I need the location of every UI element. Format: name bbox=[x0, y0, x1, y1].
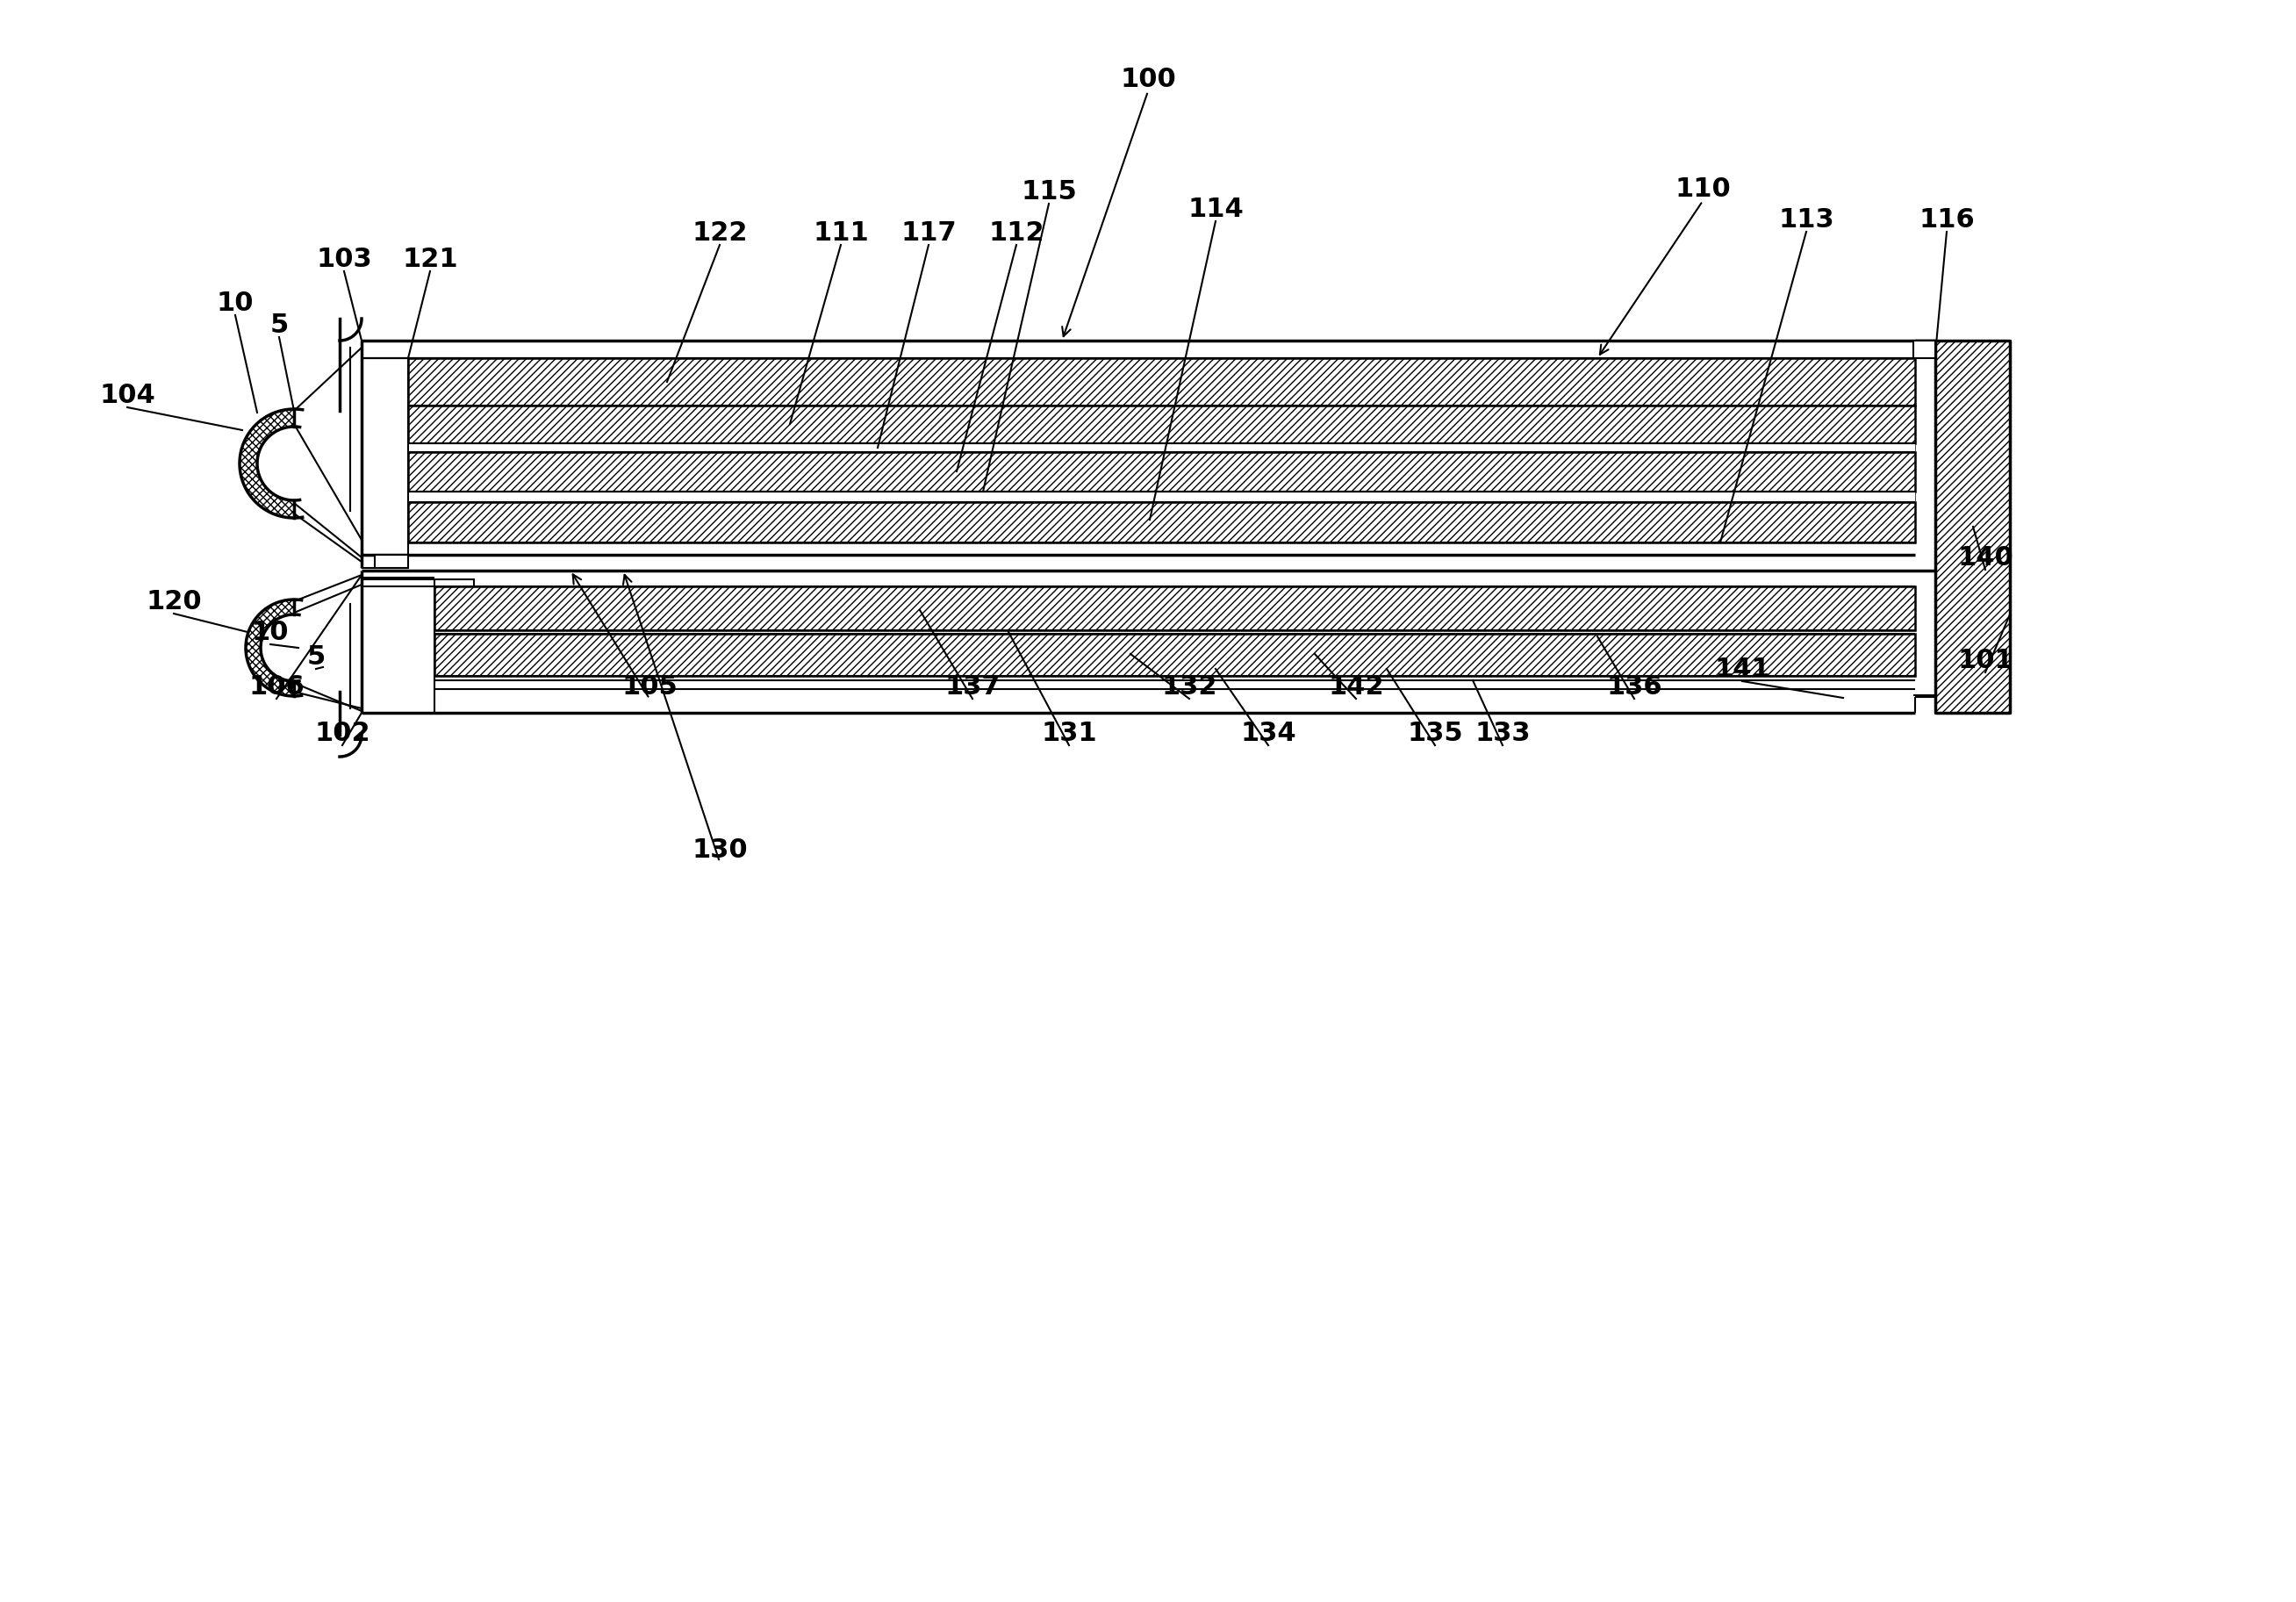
Bar bbox=[409, 405, 1915, 444]
Wedge shape bbox=[239, 409, 294, 517]
Bar bbox=[434, 586, 1915, 630]
Text: 131: 131 bbox=[1040, 721, 1097, 745]
Text: 100: 100 bbox=[1120, 66, 1176, 91]
Text: 111: 111 bbox=[813, 219, 868, 245]
Text: 120: 120 bbox=[147, 588, 202, 614]
Text: 113: 113 bbox=[1779, 207, 1835, 232]
Text: 5: 5 bbox=[308, 644, 326, 670]
Bar bbox=[409, 359, 1915, 405]
Text: 10: 10 bbox=[253, 620, 289, 644]
Text: 101: 101 bbox=[1956, 647, 2014, 673]
Text: 104: 104 bbox=[99, 383, 156, 409]
Text: 141: 141 bbox=[1715, 657, 1770, 681]
Text: 5: 5 bbox=[269, 312, 289, 338]
Text: 133: 133 bbox=[1474, 721, 1531, 745]
Text: 10: 10 bbox=[216, 290, 255, 316]
Text: 140: 140 bbox=[1956, 545, 2014, 570]
Text: 130: 130 bbox=[691, 836, 748, 862]
Text: 122: 122 bbox=[691, 219, 748, 245]
Bar bbox=[409, 444, 1915, 452]
Text: 103: 103 bbox=[317, 247, 372, 272]
Text: 136: 136 bbox=[1607, 674, 1662, 698]
Wedge shape bbox=[246, 599, 294, 697]
Bar bbox=[409, 501, 1915, 543]
Text: 135: 135 bbox=[1407, 721, 1463, 745]
Bar bbox=[1936, 341, 2009, 713]
Text: 112: 112 bbox=[987, 219, 1045, 245]
Text: 106: 106 bbox=[248, 674, 305, 698]
Text: 114: 114 bbox=[1187, 195, 1244, 221]
Text: 105: 105 bbox=[622, 674, 677, 698]
Bar bbox=[409, 492, 1915, 501]
Bar bbox=[374, 554, 409, 569]
Bar bbox=[1913, 341, 1936, 359]
Text: 117: 117 bbox=[900, 219, 957, 245]
Text: 116: 116 bbox=[1919, 207, 1975, 232]
Text: 115: 115 bbox=[1022, 179, 1077, 203]
Text: 102: 102 bbox=[315, 721, 370, 745]
Text: 142: 142 bbox=[1327, 674, 1384, 698]
Text: 110: 110 bbox=[1674, 176, 1731, 202]
Text: 121: 121 bbox=[402, 247, 457, 272]
Text: 132: 132 bbox=[1162, 674, 1217, 698]
Text: 137: 137 bbox=[944, 674, 1001, 698]
Bar bbox=[434, 634, 1915, 676]
Bar bbox=[409, 452, 1915, 492]
Bar bbox=[434, 580, 473, 586]
Text: 134: 134 bbox=[1240, 721, 1297, 745]
